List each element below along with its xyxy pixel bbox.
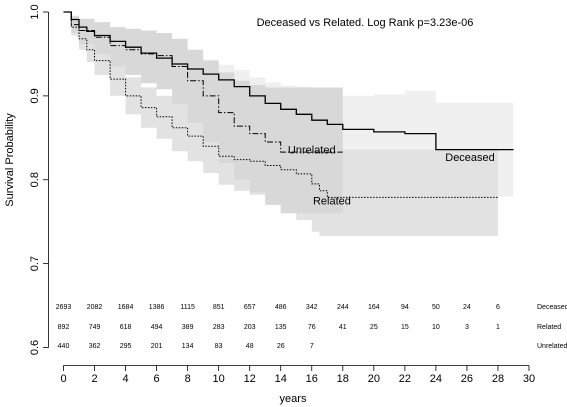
chart-title: Deceased vs Related. Log Rank p=3.23e-06 [257, 17, 474, 29]
survival-curves [63, 11, 514, 198]
x-tick-label: 30 [523, 373, 535, 385]
risk-count: 2693 [56, 304, 72, 311]
x-tick-label: 4 [123, 373, 129, 385]
x-tick-label: 10 [213, 373, 225, 385]
x-axis-title: years [280, 393, 307, 405]
risk-count: 389 [182, 324, 194, 331]
x-tick-label: 6 [154, 373, 160, 385]
curve-label: Unrelated [288, 145, 336, 157]
risk-count: 94 [401, 304, 409, 311]
risk-count: 24 [463, 304, 471, 311]
risk-row-label: Related [537, 324, 561, 331]
x-tick-label: 8 [185, 373, 191, 385]
curve-annotations: Unrelated Deceased Related [288, 145, 495, 208]
risk-count: 10 [432, 324, 440, 331]
risk-count: 440 [58, 343, 70, 350]
x-tick-label: 12 [244, 373, 256, 385]
risk-row-label: Deceased [537, 304, 567, 311]
risk-row-label: Unrelated [537, 343, 567, 350]
risk-count: 25 [370, 324, 378, 331]
x-tick-label: 16 [306, 373, 318, 385]
risk-count: 494 [151, 324, 163, 331]
risk-count: 283 [213, 324, 225, 331]
curve-label: Related [313, 196, 351, 208]
survival-curve-deceased [63, 11, 514, 151]
y-axis: 0.6 0.7 0.8 0.9 1.0 [29, 4, 49, 355]
y-tick-label: 0.6 [29, 340, 41, 355]
risk-count: 1 [496, 324, 500, 331]
x-tick-label: 20 [368, 373, 380, 385]
confidence-band-related [63, 12, 498, 236]
x-tick-label: 2 [91, 373, 97, 385]
risk-count: 203 [244, 324, 256, 331]
risk-count: 48 [246, 343, 254, 350]
risk-count: 201 [151, 343, 163, 350]
risk-count: 164 [368, 304, 380, 311]
risk-count: 6 [496, 304, 500, 311]
curve-label: Deceased [445, 152, 495, 164]
risk-count: 1684 [118, 304, 134, 311]
risk-count: 618 [120, 324, 132, 331]
risk-count: 7 [310, 343, 314, 350]
risk-count: 26 [277, 343, 285, 350]
risk-count: 1386 [149, 304, 165, 311]
y-tick-label: 1.0 [29, 4, 41, 19]
risk-count: 362 [89, 343, 101, 350]
confidence-band-unrelated [63, 12, 343, 214]
x-tick-label: 24 [430, 373, 442, 385]
risk-count: 342 [306, 304, 318, 311]
y-axis-title: Survival Probability [4, 113, 16, 207]
risk-count: 134 [182, 343, 194, 350]
risk-count: 83 [215, 343, 223, 350]
risk-count: 657 [244, 304, 256, 311]
risk-count: 749 [89, 324, 101, 331]
x-axis: 0 2 4 6 8 10 12 14 16 18 20 22 24 26 28 30 [60, 365, 535, 385]
x-tick-label: 26 [461, 373, 473, 385]
risk-count: 3 [465, 324, 469, 331]
x-tick-label: 14 [275, 373, 287, 385]
risk-count: 76 [308, 324, 316, 331]
risk-count: 295 [120, 343, 132, 350]
x-tick-label: 18 [337, 373, 349, 385]
risk-count: 41 [339, 324, 347, 331]
risk-count: 892 [58, 324, 70, 331]
risk-count: 851 [213, 304, 225, 311]
y-tick-label: 0.8 [29, 172, 41, 187]
risk-count: 135 [275, 324, 287, 331]
risk-count: 244 [337, 304, 349, 311]
risk-count: 2082 [87, 304, 103, 311]
x-tick-label: 28 [492, 373, 504, 385]
risk-count: 15 [401, 324, 409, 331]
survival-curve-unrelated [63, 11, 343, 153]
risk-table: 2693 2082 1684 1386 1115 851 657 486 342 244 164 94… [56, 304, 567, 350]
risk-count: 50 [432, 304, 440, 311]
risk-count: 1115 [180, 304, 195, 311]
risk-count: 486 [275, 304, 287, 311]
y-tick-label: 0.9 [29, 88, 41, 103]
y-tick-label: 0.7 [29, 256, 41, 271]
x-tick-label: 22 [399, 373, 411, 385]
survival-curve-related [63, 11, 498, 198]
x-tick-label: 0 [60, 373, 66, 385]
confidence-bands [63, 12, 514, 236]
